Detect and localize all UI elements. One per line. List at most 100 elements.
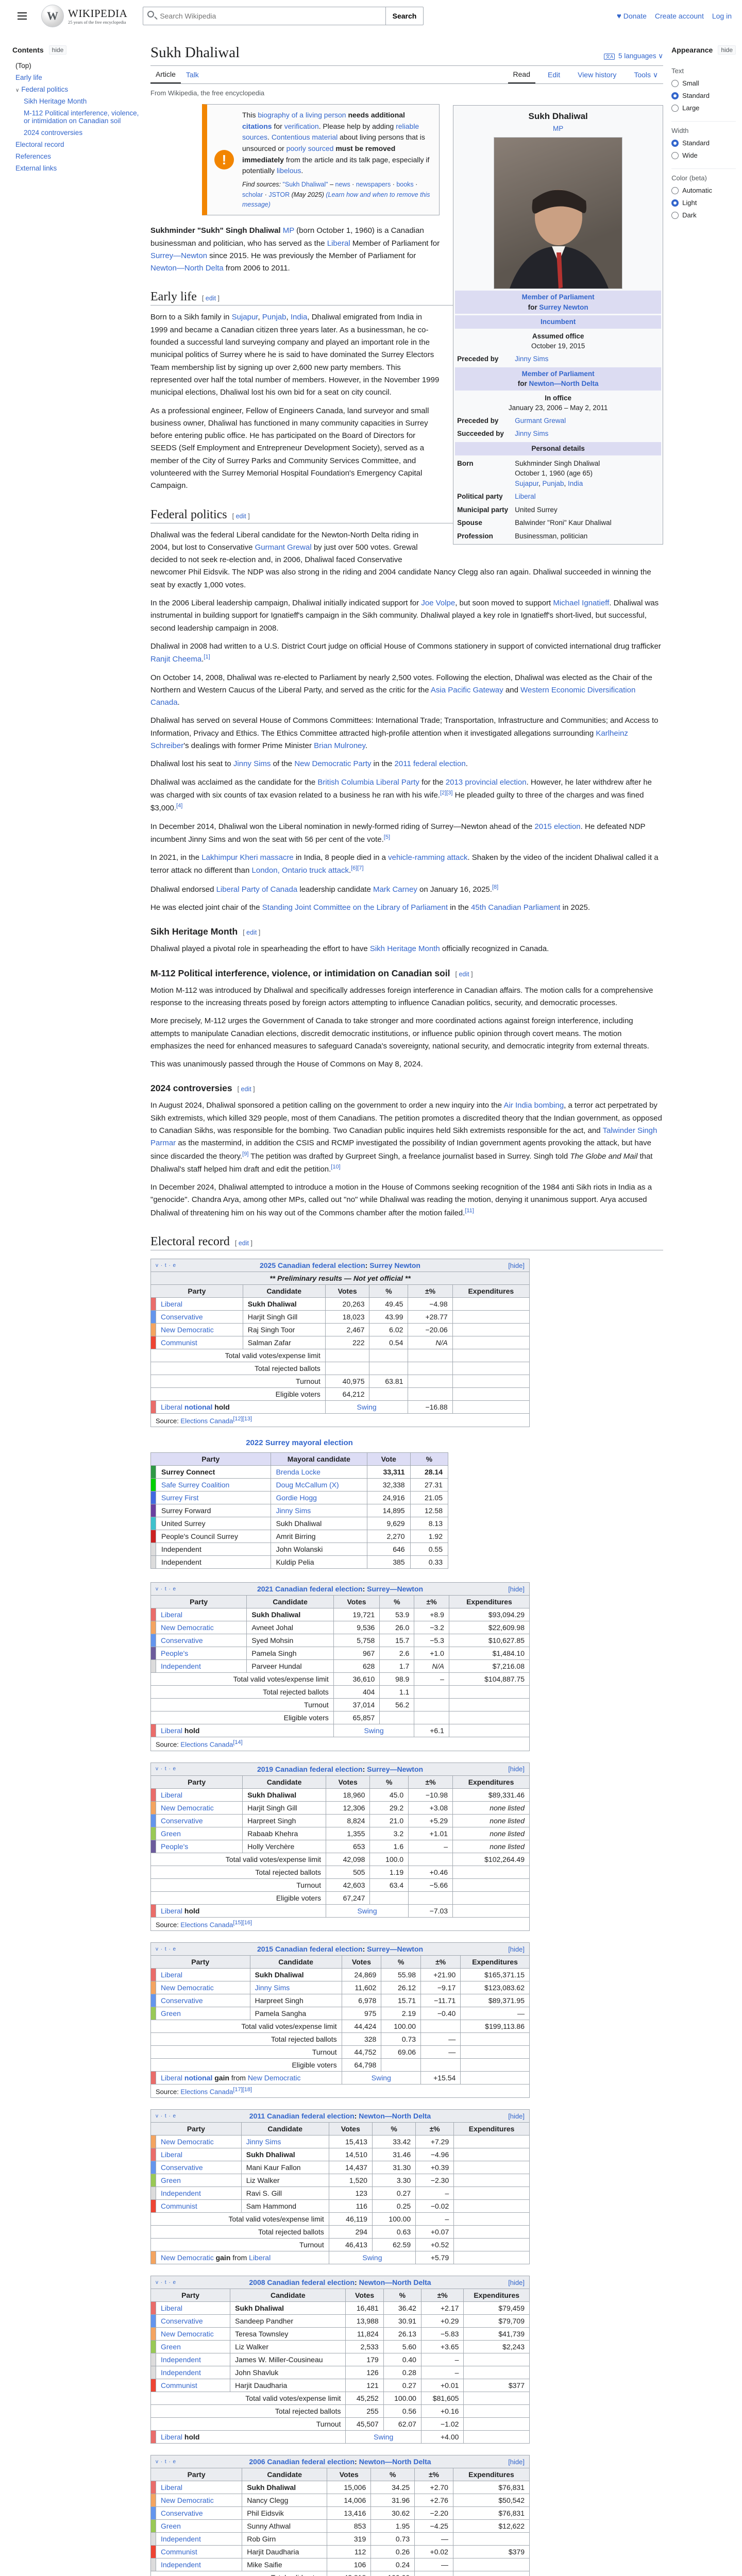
link[interactable]: Punjab <box>542 479 564 487</box>
login-link[interactable]: Log in <box>712 12 732 20</box>
link[interactable]: Sujapur <box>231 313 258 322</box>
create-account-link[interactable]: Create account <box>654 12 704 20</box>
link[interactable]: Punjab <box>262 313 286 322</box>
vte-links[interactable]: v · t · e <box>156 1766 177 1772</box>
link[interactable]: Member of Parliament <box>521 293 595 301</box>
link[interactable]: [8] <box>492 884 499 890</box>
toc-item[interactable]: (Top) <box>15 62 31 70</box>
link[interactable]: Liberal <box>161 2433 183 2442</box>
link[interactable]: [11] <box>465 1207 474 1214</box>
edit-section-link[interactable]: edit <box>241 1086 251 1093</box>
link[interactable]: Lakhimpur Kheri massacre <box>201 853 294 862</box>
link[interactable]: Liberal <box>249 2253 271 2262</box>
tab-edit[interactable]: Edit <box>547 71 561 79</box>
link[interactable]: Jinny Sims <box>515 430 549 438</box>
vte-links[interactable]: v · t · e <box>156 2113 177 2119</box>
toc-item[interactable]: ∨ Federal politics <box>15 86 69 93</box>
table-hide-button[interactable]: [hide] <box>508 2112 525 2120</box>
tab-view-history[interactable]: View history <box>578 71 617 79</box>
edit-section-link[interactable]: edit <box>235 512 246 520</box>
link[interactable]: Liberal <box>161 2074 184 2082</box>
link[interactable]: Jinny Sims <box>515 355 549 363</box>
toc-subitem[interactable]: Sikh Heritage Month <box>24 97 87 105</box>
wikipedia-logo[interactable]: W WIKIPEDIA 25 years of the free encyclo… <box>41 5 127 27</box>
link[interactable]: Incumbent <box>541 318 576 326</box>
table-hide-button[interactable]: [hide] <box>508 1945 525 1953</box>
radio-option-wide[interactable]: Wide <box>671 151 736 159</box>
link[interactable]: [5] <box>383 834 390 840</box>
toc-item[interactable]: References <box>15 152 52 160</box>
link[interactable]: Western Economic Diversification Canada <box>150 685 636 707</box>
link[interactable]: vehicle-ramming attack <box>388 853 468 862</box>
link[interactable]: 2013 provincial election <box>445 777 527 787</box>
link[interactable]: [2][3] <box>440 789 453 796</box>
vte-links[interactable]: v · t · e <box>156 2279 177 2285</box>
link[interactable]: MP <box>282 226 294 235</box>
link[interactable]: [4] <box>176 803 183 809</box>
link[interactable]: [6][7] <box>351 865 364 872</box>
link[interactable]: Sujapur <box>515 479 538 487</box>
link[interactable]: New Democratic Party <box>294 759 372 769</box>
link[interactable]: JSTOR <box>268 191 290 198</box>
link[interactable]: citations <box>242 122 272 130</box>
toc-subitem[interactable]: 2024 controversies <box>24 129 83 137</box>
link[interactable]: verification <box>284 122 319 130</box>
link[interactable]: Gurmant Grewal <box>255 543 312 552</box>
link[interactable]: Jinny Sims <box>233 759 271 769</box>
link[interactable]: Gurmant Grewal <box>515 416 566 425</box>
tab-tools[interactable]: Tools ∨ <box>634 70 659 79</box>
link[interactable]: New Democratic <box>247 2074 301 2082</box>
toc-item[interactable]: Early life <box>15 74 42 81</box>
link[interactable]: New Democratic <box>161 2253 214 2262</box>
link[interactable]: Ranjit Cheema <box>150 655 202 664</box>
link[interactable]: India <box>290 313 308 322</box>
vte-links[interactable]: v · t · e <box>156 2459 177 2465</box>
radio-option-automatic[interactable]: Automatic <box>671 187 736 194</box>
link[interactable]: India <box>568 479 583 487</box>
table-hide-button[interactable]: [hide] <box>508 1585 525 1593</box>
hamburger-menu-icon[interactable] <box>18 12 27 20</box>
radio-option-large[interactable]: Large <box>671 104 736 112</box>
link[interactable]: Liberal <box>515 493 536 501</box>
link[interactable]: 2011 federal election <box>394 759 466 769</box>
link[interactable]: books <box>396 181 414 189</box>
link[interactable]: Surrey Newton <box>539 303 588 311</box>
toc-subitem[interactable]: M-112 Political interference, violence, … <box>24 109 139 125</box>
link[interactable]: Contentious material <box>271 133 338 142</box>
link[interactable]: [10] <box>331 1163 341 1170</box>
link[interactable]: Michael Ignatieff <box>553 599 610 608</box>
link[interactable]: Newton—North Delta <box>529 380 599 388</box>
radio-option-standard[interactable]: Standard <box>671 92 736 99</box>
link[interactable]: Joe Volpe <box>421 599 456 608</box>
search-button[interactable]: Search <box>385 7 424 25</box>
link[interactable]: news <box>335 181 350 189</box>
link[interactable]: London, Ontario truck attack <box>251 866 349 875</box>
link[interactable]: Asia Pacific Gateway <box>430 685 503 694</box>
vte-links[interactable]: v · t · e <box>156 1946 177 1952</box>
link[interactable]: British Columbia Liberal Party <box>317 777 419 787</box>
link[interactable]: notional <box>184 2074 213 2082</box>
link[interactable]: Brian Mulroney <box>314 741 365 751</box>
edit-section-link[interactable]: edit <box>246 929 257 937</box>
link[interactable]: "Sukh Dhaliwal" <box>282 181 328 189</box>
link[interactable]: Liberal <box>161 1403 184 1412</box>
table-hide-button[interactable]: [hide] <box>508 2458 525 2466</box>
languages-button[interactable]: 文A 5 languages ∨ <box>604 52 663 64</box>
toc-item[interactable]: External links <box>15 164 57 172</box>
link[interactable]: Air India bombing <box>503 1101 564 1110</box>
radio-option-dark[interactable]: Dark <box>671 211 736 219</box>
link[interactable]: newspapers <box>356 181 391 189</box>
link[interactable]: Liberal <box>327 239 350 248</box>
link[interactable]: Surrey—Newton <box>150 251 208 260</box>
radio-option-light[interactable]: Light <box>671 199 736 207</box>
vte-links[interactable]: v · t · e <box>156 1262 177 1268</box>
appearance-hide-button[interactable]: hide <box>718 45 736 55</box>
radio-option-standard[interactable]: Standard <box>671 139 736 147</box>
link[interactable]: Sikh Heritage Month <box>369 944 440 954</box>
link[interactable]: poorly sourced <box>286 144 334 153</box>
link[interactable]: notional <box>184 1403 213 1412</box>
tab-talk[interactable]: Talk <box>185 71 199 79</box>
link[interactable]: Member of Parliament <box>521 369 595 378</box>
donate-link[interactable]: ♥ Donate <box>616 11 647 21</box>
table-hide-button[interactable]: [hide] <box>508 1765 525 1773</box>
